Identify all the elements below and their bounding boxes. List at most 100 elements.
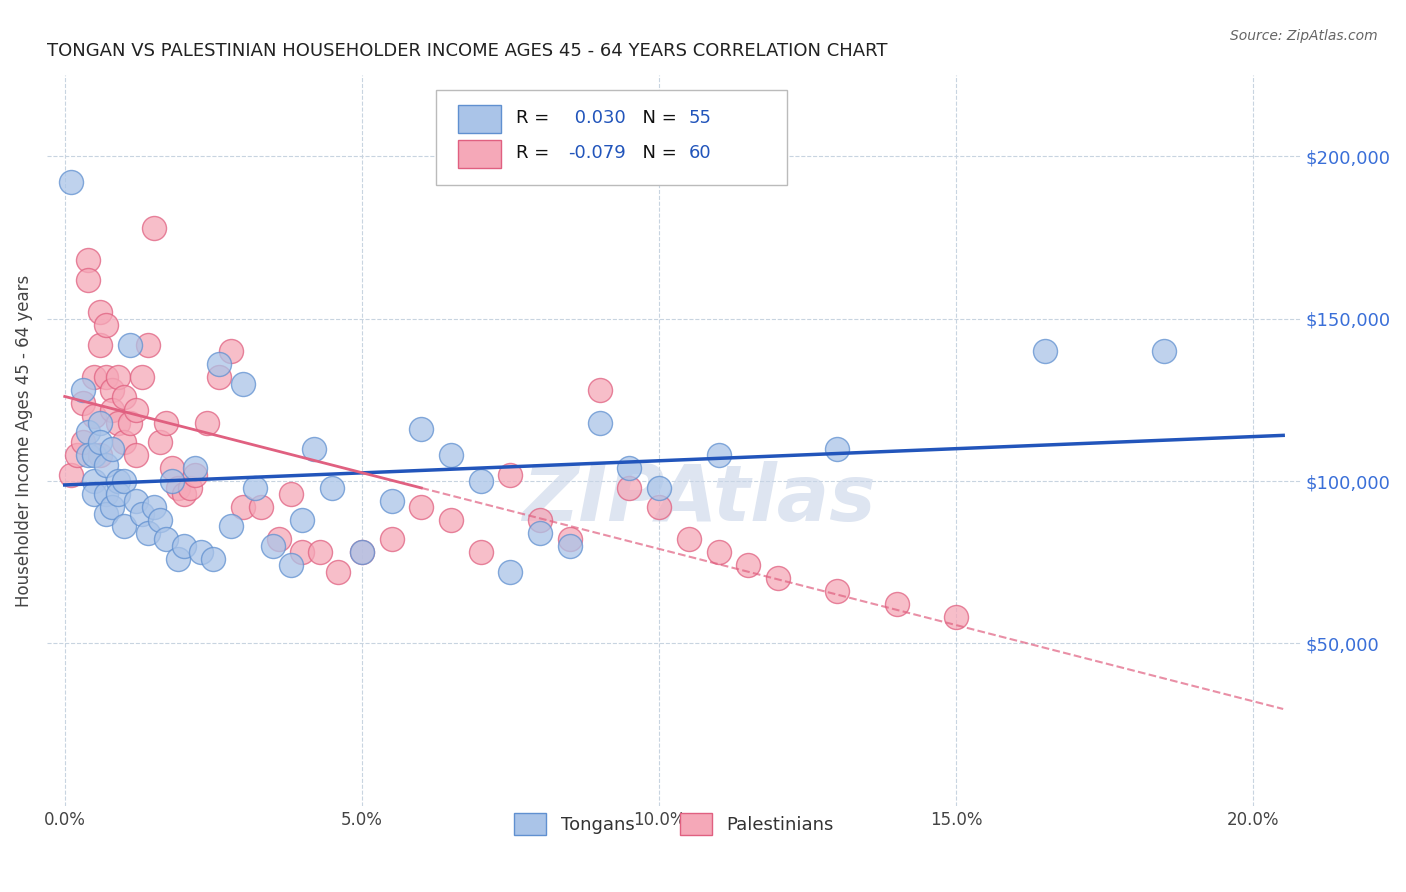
Point — [184, 461, 207, 475]
Point — [440, 448, 463, 462]
Point — [131, 370, 153, 384]
Point — [558, 539, 581, 553]
Point — [77, 448, 100, 462]
Point — [827, 584, 849, 599]
Point — [83, 487, 105, 501]
Text: 55: 55 — [689, 110, 711, 128]
Point — [326, 565, 349, 579]
Point — [96, 458, 118, 472]
Point — [232, 500, 254, 514]
Point — [77, 253, 100, 268]
Point — [219, 344, 242, 359]
Point — [173, 487, 195, 501]
Point — [96, 318, 118, 333]
Text: R =: R = — [516, 145, 550, 162]
FancyBboxPatch shape — [436, 90, 787, 185]
Point — [280, 487, 302, 501]
Point — [107, 370, 129, 384]
Point — [101, 402, 124, 417]
Point — [250, 500, 273, 514]
Point — [827, 442, 849, 456]
Point — [149, 513, 172, 527]
Point — [529, 513, 551, 527]
Text: TONGAN VS PALESTINIAN HOUSEHOLDER INCOME AGES 45 - 64 YEARS CORRELATION CHART: TONGAN VS PALESTINIAN HOUSEHOLDER INCOME… — [46, 42, 887, 60]
Point — [96, 370, 118, 384]
Text: -0.079: -0.079 — [568, 145, 626, 162]
Point — [83, 448, 105, 462]
Point — [96, 507, 118, 521]
Point — [350, 545, 373, 559]
Text: R =: R = — [516, 110, 550, 128]
Point — [219, 519, 242, 533]
Point — [243, 481, 266, 495]
Point — [619, 461, 641, 475]
Point — [179, 481, 201, 495]
Point — [155, 416, 177, 430]
FancyBboxPatch shape — [458, 140, 501, 168]
Point — [142, 500, 165, 514]
Point — [588, 416, 610, 430]
Point — [160, 461, 183, 475]
Point — [184, 467, 207, 482]
Point — [267, 533, 290, 547]
Point — [107, 416, 129, 430]
Point — [101, 500, 124, 514]
Point — [381, 533, 404, 547]
Point — [280, 558, 302, 573]
Y-axis label: Householder Income Ages 45 - 64 years: Householder Income Ages 45 - 64 years — [15, 275, 32, 607]
Text: Source: ZipAtlas.com: Source: ZipAtlas.com — [1230, 29, 1378, 44]
Point — [131, 507, 153, 521]
Point — [173, 539, 195, 553]
Point — [89, 448, 111, 462]
Point — [291, 545, 314, 559]
Point — [291, 513, 314, 527]
Point — [107, 487, 129, 501]
Point — [208, 370, 231, 384]
Point — [440, 513, 463, 527]
Point — [350, 545, 373, 559]
Text: N =: N = — [631, 110, 678, 128]
Point — [112, 519, 135, 533]
Point — [112, 474, 135, 488]
Point — [262, 539, 284, 553]
Point — [112, 435, 135, 450]
Point — [59, 175, 82, 189]
Point — [89, 337, 111, 351]
Point — [588, 383, 610, 397]
Point — [1035, 344, 1057, 359]
Point — [136, 526, 159, 541]
Point — [89, 305, 111, 319]
Point — [125, 402, 148, 417]
Point — [381, 493, 404, 508]
Point — [648, 481, 671, 495]
Point — [101, 383, 124, 397]
Point — [136, 337, 159, 351]
Point — [766, 571, 789, 585]
Point — [107, 474, 129, 488]
Point — [101, 442, 124, 456]
Point — [558, 533, 581, 547]
Point — [678, 533, 700, 547]
Point — [619, 481, 641, 495]
Point — [321, 481, 343, 495]
Point — [309, 545, 332, 559]
FancyBboxPatch shape — [458, 105, 501, 133]
Point — [89, 435, 111, 450]
Point — [886, 598, 908, 612]
Point — [499, 467, 522, 482]
Point — [65, 448, 87, 462]
Point — [232, 376, 254, 391]
Point — [120, 337, 142, 351]
Point — [149, 435, 172, 450]
Point — [707, 545, 730, 559]
Text: ZIPAtlas: ZIPAtlas — [522, 461, 876, 537]
Point — [83, 409, 105, 423]
Point — [125, 493, 148, 508]
Point — [529, 526, 551, 541]
Point — [202, 552, 225, 566]
Point — [142, 220, 165, 235]
Point — [77, 425, 100, 440]
Point — [72, 435, 94, 450]
Point — [166, 552, 188, 566]
Point — [72, 383, 94, 397]
